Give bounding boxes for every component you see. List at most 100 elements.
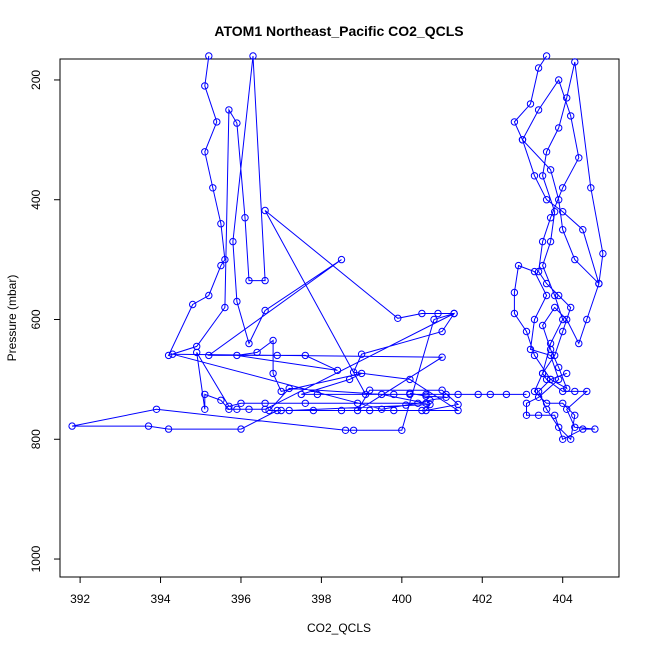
data-point <box>273 351 281 360</box>
data-point <box>217 220 225 228</box>
x-tick-label: 400 <box>392 592 412 606</box>
data-point <box>546 214 555 222</box>
data-point <box>454 400 462 409</box>
data-point <box>233 405 241 413</box>
series-layer <box>68 52 607 443</box>
data-point <box>546 166 555 174</box>
data-point <box>587 184 595 192</box>
data-point <box>454 390 462 399</box>
data-point <box>526 100 535 108</box>
data-point <box>337 406 346 415</box>
data-point <box>591 425 599 433</box>
data-point <box>201 82 209 90</box>
data-point <box>361 390 370 399</box>
x-tick-label: 402 <box>472 592 492 606</box>
data-point <box>534 387 543 396</box>
data-point <box>309 406 318 415</box>
data-point <box>213 118 221 126</box>
data-point <box>269 336 277 345</box>
data-point <box>518 136 527 144</box>
y-axis: 200 400 600 800 1000 <box>29 70 60 572</box>
data-point <box>366 386 374 394</box>
data-point <box>599 249 607 258</box>
data-point <box>563 405 571 413</box>
data-point <box>559 327 567 336</box>
data-point <box>510 118 519 126</box>
data-point <box>538 172 547 180</box>
data-point <box>534 106 543 114</box>
data-point <box>225 405 233 413</box>
data-point <box>510 288 519 297</box>
data-point <box>341 426 350 434</box>
data-point <box>526 345 535 354</box>
data-point <box>575 339 583 348</box>
data-point <box>301 399 309 407</box>
data-point <box>538 261 547 270</box>
data-point <box>551 351 559 360</box>
data-point <box>486 390 494 399</box>
data-point <box>144 422 153 430</box>
data-point <box>152 405 161 413</box>
x-axis: 392 394 396 398 400 402 404 <box>70 577 573 606</box>
series-1-line <box>72 55 527 431</box>
chart-title: ATOM1 Northeast_Pacific CO2_QCLS <box>214 23 463 39</box>
data-point <box>522 411 531 419</box>
data-point <box>575 154 583 162</box>
data-point <box>261 276 269 285</box>
x-tick-label: 394 <box>151 592 171 606</box>
data-point <box>217 261 225 270</box>
data-point <box>164 351 173 360</box>
data-point <box>249 52 257 60</box>
data-point <box>502 390 511 399</box>
data-point <box>559 226 567 234</box>
data-point <box>422 406 430 415</box>
data-point <box>534 393 543 401</box>
data-point <box>277 406 285 415</box>
series-2 <box>510 52 607 443</box>
data-point <box>563 94 571 102</box>
data-point <box>426 396 434 404</box>
data-point <box>398 426 406 434</box>
data-point <box>559 399 567 407</box>
data-point <box>418 309 426 318</box>
data-point <box>555 291 563 300</box>
data-point <box>555 423 563 431</box>
data-point <box>265 406 273 415</box>
data-point <box>542 291 551 300</box>
data-point <box>333 366 342 375</box>
data-point <box>189 300 197 309</box>
data-point <box>193 348 201 357</box>
data-point <box>402 401 410 409</box>
data-point <box>366 406 374 415</box>
data-point <box>68 422 76 430</box>
data-point <box>559 208 567 216</box>
data-point <box>567 303 575 312</box>
data-point <box>542 52 551 60</box>
data-point <box>514 261 523 270</box>
x-tick-label: 392 <box>70 592 90 606</box>
data-point <box>530 315 539 324</box>
data-point <box>546 345 555 354</box>
data-point <box>530 172 539 180</box>
data-point <box>559 435 567 443</box>
data-point <box>229 237 237 246</box>
data-point <box>522 327 531 336</box>
data-point <box>551 208 559 216</box>
data-point <box>357 369 366 378</box>
data-point <box>261 206 269 215</box>
data-point <box>579 226 587 234</box>
data-point <box>555 124 563 132</box>
data-point <box>530 351 539 360</box>
data-point <box>571 387 579 396</box>
data-point <box>551 291 559 300</box>
data-point <box>345 375 354 384</box>
y-tick-label: 200 <box>29 70 43 90</box>
data-point <box>542 375 551 384</box>
data-point <box>390 390 398 399</box>
data-point <box>522 399 531 407</box>
data-point <box>233 119 241 127</box>
data-point <box>434 309 442 318</box>
data-point <box>534 411 543 419</box>
data-point <box>205 52 213 60</box>
